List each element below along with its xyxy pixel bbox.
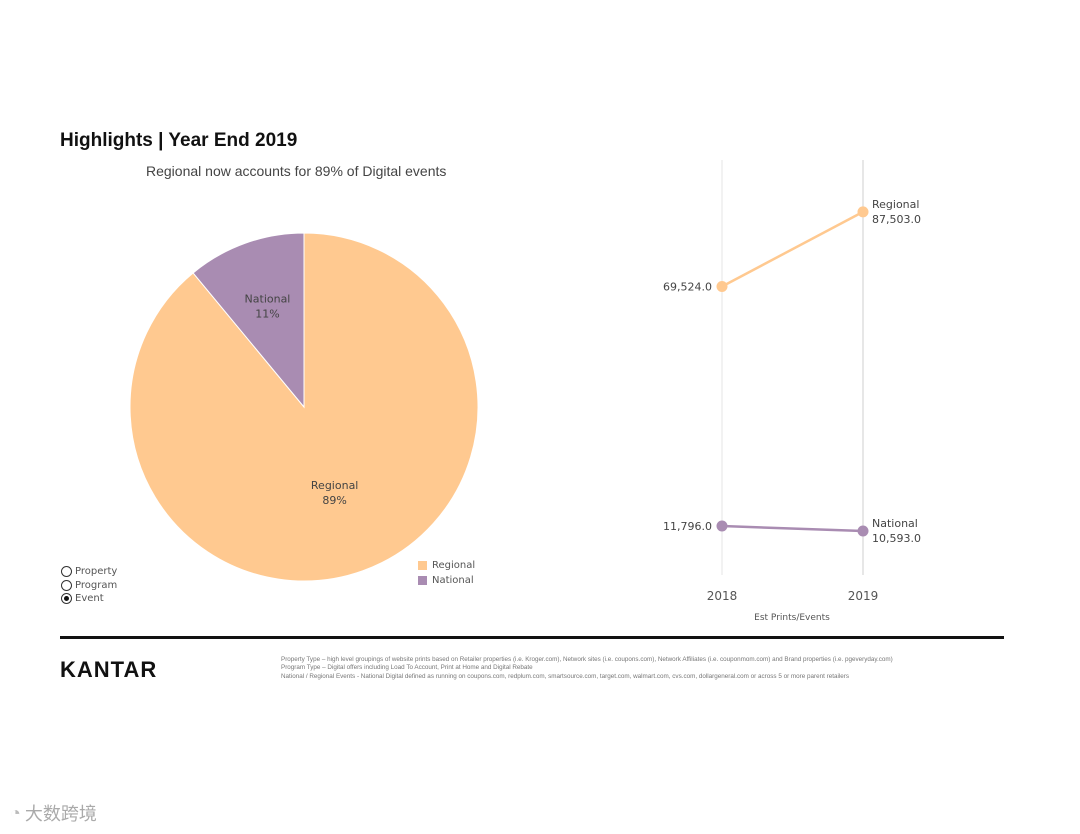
value-label-national-2019: 10,593.0 [872,532,921,545]
radio-circle-property[interactable] [61,566,72,578]
level-radio-group: Property Program Event [61,565,117,606]
series-line-national [721,524,864,533]
x-tick-2019: 2019 [848,589,879,603]
x-tick-2018: 2018 [707,589,738,603]
footnote-property-type: Property Type – high level groupings of … [281,656,893,663]
legend-label-national: National [432,575,474,586]
radio-label-program: Program [75,579,118,591]
watermark-logo-icon: ◔ [10,802,21,823]
point-national-2018[interactable] [716,520,728,532]
page-title: Highlights | Year End 2019 [60,130,298,151]
pie-slice-national[interactable] [192,232,305,409]
footer-divider [60,636,1004,639]
series-line-regional [721,210,864,288]
value-label-national-2018: 11,796.0 [663,520,712,533]
radio-circle-program[interactable] [61,579,72,591]
pie-label-regional: Regional [311,479,358,492]
pie-subtitle: Regional now accounts for 89% of Digital… [146,163,447,179]
radio-program[interactable]: Program [61,579,117,593]
series-name-regional: Regional [872,198,919,211]
value-label-regional-2019: 87,503.0 [872,213,921,226]
radio-property[interactable]: Property [61,565,117,579]
series-name-national: National [872,517,918,530]
watermark: ◔ 大数跨境 [10,800,97,826]
legend-item-regional[interactable]: Regional [418,558,475,573]
legend-item-national[interactable]: National [418,573,475,588]
point-regional-2018[interactable] [716,280,728,292]
radio-event[interactable]: Event [61,592,117,606]
pie-value-national: 11% [255,307,279,320]
radio-circle-event[interactable] [61,593,72,605]
legend-swatch-regional [418,561,427,570]
legend-label-regional: Regional [432,560,476,571]
pie-label-national: National [245,292,291,305]
footnote-program-type: Program Type – Digital offers including … [281,664,533,672]
radio-label-property: Property [75,566,118,578]
slope-chart: 69,524.0 Regional 87,503.0 11,796.0 National… [663,160,921,623]
radio-label-event: Event [75,593,104,605]
pie-chart: Regional 89% National 11% [129,232,479,582]
pie-value-regional: 89% [322,494,346,507]
watermark-text: 大数跨境 [24,804,97,824]
footnotes: Property Type – high level groupings of … [281,656,1011,681]
value-label-regional-2018: 69,524.0 [663,280,712,293]
kantar-logo: KANTAR [60,657,158,682]
legend-swatch-national [418,576,427,585]
point-national-2019[interactable] [857,525,869,537]
pie-legend: Regional National [418,558,475,588]
footnote-national-regional: National / Regional Events - National Di… [281,672,850,680]
point-regional-2019[interactable] [857,206,869,218]
x-axis-label: Est Prints/Events [754,613,830,623]
